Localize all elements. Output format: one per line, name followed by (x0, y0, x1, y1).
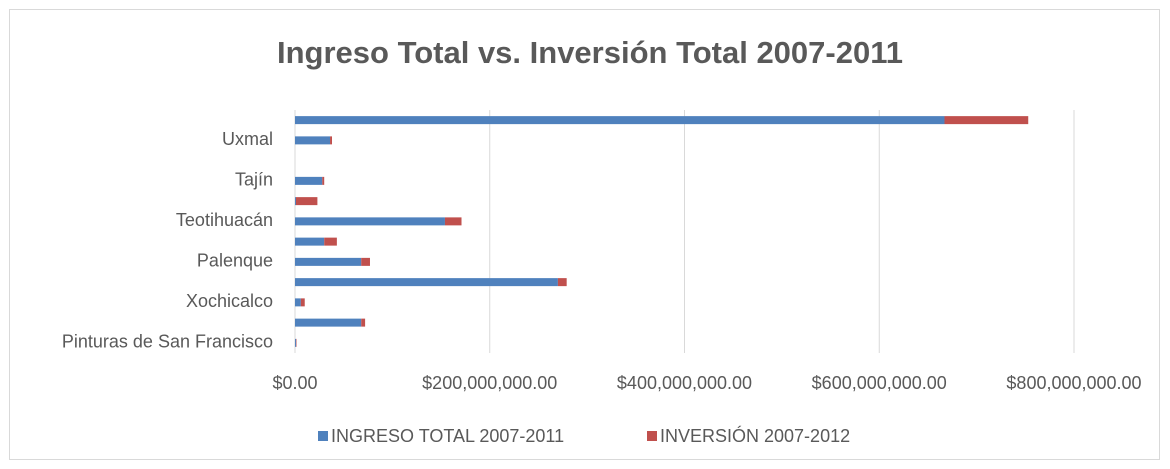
bar (324, 237, 337, 246)
y-tick-label: Pinturas de San Francisco (62, 332, 273, 352)
bar (361, 257, 370, 266)
bar (361, 318, 366, 327)
bar (557, 278, 567, 287)
x-tick-label: $800,000,000.00 (1006, 373, 1141, 393)
bar (295, 298, 301, 307)
bar (944, 116, 1029, 125)
chart-border (9, 9, 1160, 460)
bar (295, 116, 945, 125)
bar (330, 136, 333, 145)
bar (295, 176, 323, 185)
bar (295, 197, 318, 206)
bar (300, 298, 305, 307)
chart-title: Ingreso Total vs. Inversión Total 2007-2… (277, 35, 903, 70)
bar (295, 257, 362, 266)
y-tick-label: Xochicalco (186, 291, 273, 311)
bar (295, 197, 296, 206)
y-tick-label: Teotihuacán (176, 210, 273, 230)
bar (444, 217, 462, 226)
x-tick-label: $0.00 (272, 373, 317, 393)
bar (322, 176, 325, 185)
bar (295, 338, 296, 347)
bar (295, 217, 445, 226)
bar (295, 136, 331, 145)
legend-swatch (647, 431, 657, 441)
bar (295, 318, 362, 327)
y-tick-label: Uxmal (222, 129, 273, 149)
x-tick-label: $400,000,000.00 (617, 373, 752, 393)
x-tick-label: $600,000,000.00 (812, 373, 947, 393)
legend-label: INVERSIÓN 2007-2012 (660, 425, 850, 446)
y-tick-label: Palenque (197, 251, 273, 271)
bar (295, 237, 325, 246)
x-tick-label: $200,000,000.00 (422, 373, 557, 393)
y-tick-label: Tajín (235, 170, 273, 190)
legend-swatch (318, 431, 328, 441)
bar (295, 278, 558, 287)
legend-label: INGRESO TOTAL 2007-2011 (331, 426, 564, 446)
